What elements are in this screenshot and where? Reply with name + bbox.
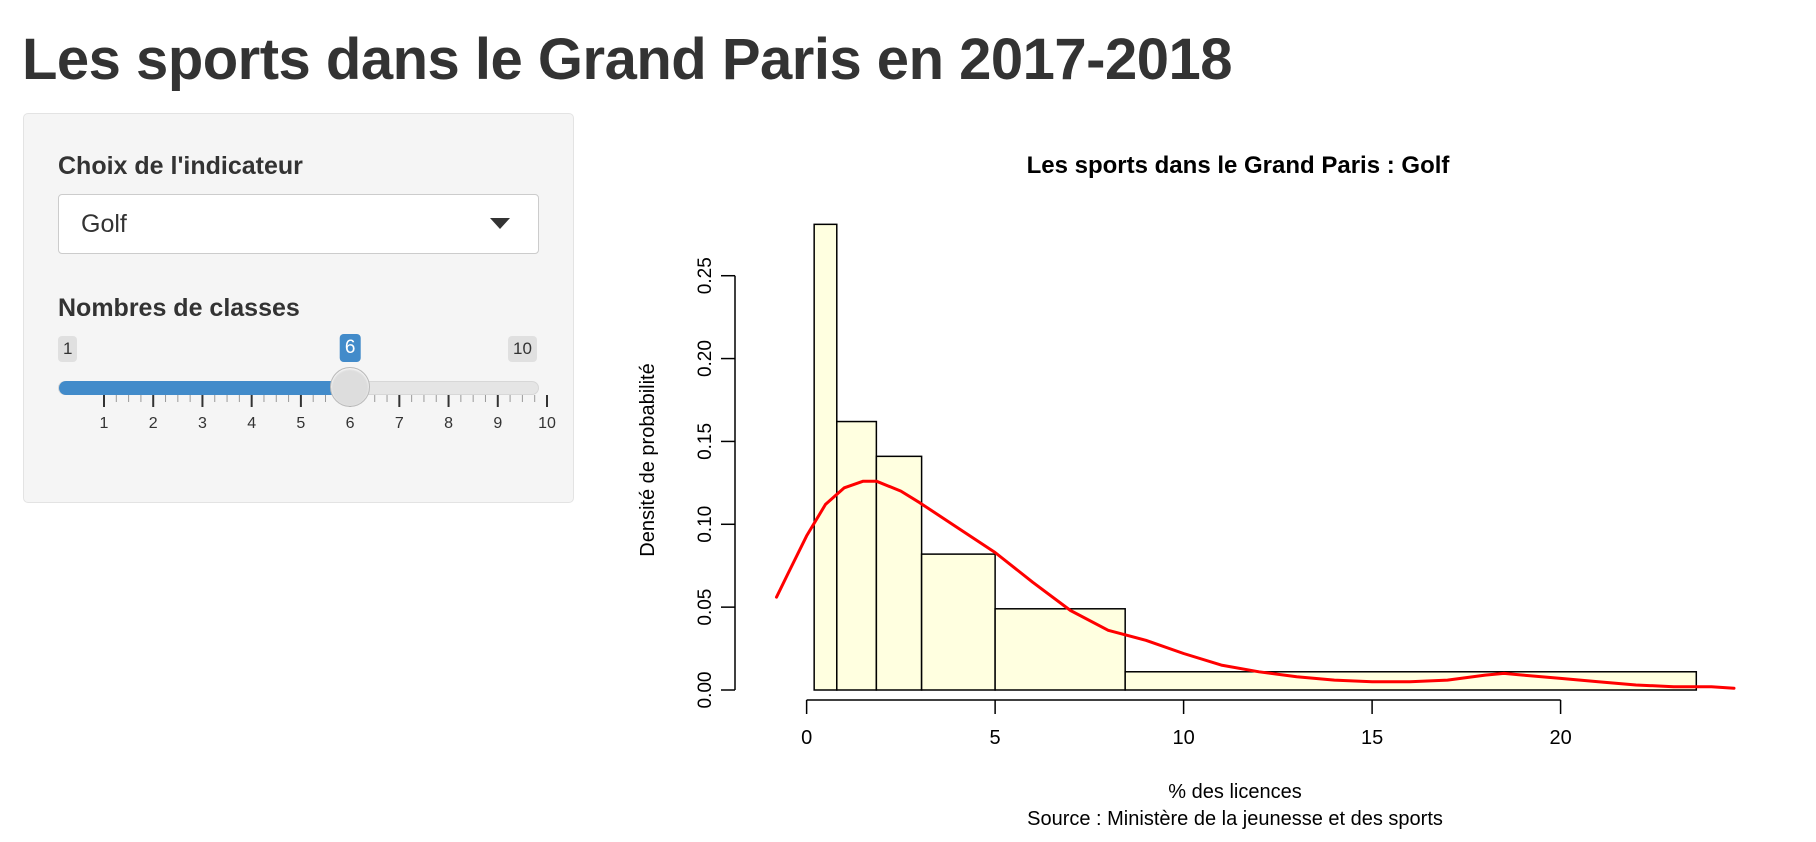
slider-tick-label: 3: [198, 415, 207, 432]
x-axis: 0 5 10 15 20: [801, 699, 1572, 749]
y-tick-label: 0.10: [695, 506, 716, 543]
histogram-bar: [920, 553, 996, 691]
page-title: Les sports dans le Grand Paris en 2017-2…: [22, 27, 1232, 92]
slider-tick-label: 6: [346, 415, 355, 432]
histogram-bar: [836, 420, 878, 691]
density-curve-layer: [775, 479, 1736, 690]
slider-tick-label: 9: [493, 415, 502, 432]
slider-tick-label: 1: [100, 415, 109, 432]
y-tick-label: 0.05: [695, 589, 716, 626]
chart-caption: Source : Ministère de la jeunesse et des…: [1027, 808, 1443, 830]
y-tick-label: 0.00: [695, 672, 716, 709]
classes-label: Nombres de classes: [58, 294, 300, 322]
slider-tick-label: 10: [538, 415, 556, 432]
indicator-label: Choix de l'indicateur: [58, 152, 303, 180]
x-tick-label: 5: [990, 727, 1001, 749]
chart-title: Les sports dans le Grand Paris : Golf: [1027, 152, 1451, 179]
histogram-bar: [994, 608, 1126, 691]
y-axis: 0.00 0.05 0.10 0.15 0.20 0.25: [695, 257, 736, 709]
slider-max-label: 10: [508, 336, 537, 362]
slider-tick-label: 5: [296, 415, 305, 432]
histogram-bar: [875, 455, 923, 691]
slider-tick-label: 7: [395, 415, 404, 432]
slider-tick-label: 8: [444, 415, 453, 432]
y-axis-label: Densité de probabilité: [637, 363, 659, 556]
slider-fill: [59, 381, 352, 395]
slider-tick-label: 2: [149, 415, 158, 432]
histogram-bar: [813, 223, 838, 691]
sidebar-panel: Choix de l'indicateur Golf Nombres de cl…: [23, 113, 574, 503]
slider-value-label: 6: [339, 334, 361, 362]
y-tick-label: 0.15: [695, 423, 716, 460]
y-tick-label: 0.20: [695, 340, 716, 377]
histogram-chart: Les sports dans le Grand Paris : Golf De…: [637, 152, 1736, 830]
x-axis-label: % des licences: [1168, 781, 1301, 803]
slider-handle[interactable]: [330, 367, 371, 407]
x-tick-label: 15: [1361, 727, 1383, 749]
caret-down-icon: [490, 218, 510, 229]
slider-min-label: 1: [58, 336, 78, 362]
indicator-select[interactable]: Golf: [58, 194, 539, 254]
x-tick-label: 20: [1549, 727, 1571, 749]
x-tick-label: 0: [801, 727, 812, 749]
density-curve: [775, 479, 1736, 690]
y-tick-label: 0.25: [695, 257, 716, 294]
slider-track[interactable]: [58, 381, 539, 395]
histogram-bars: [813, 223, 1698, 691]
slider-tick-label: 4: [247, 415, 256, 432]
indicator-select-value: Golf: [81, 210, 127, 238]
x-tick-label: 10: [1172, 727, 1194, 749]
